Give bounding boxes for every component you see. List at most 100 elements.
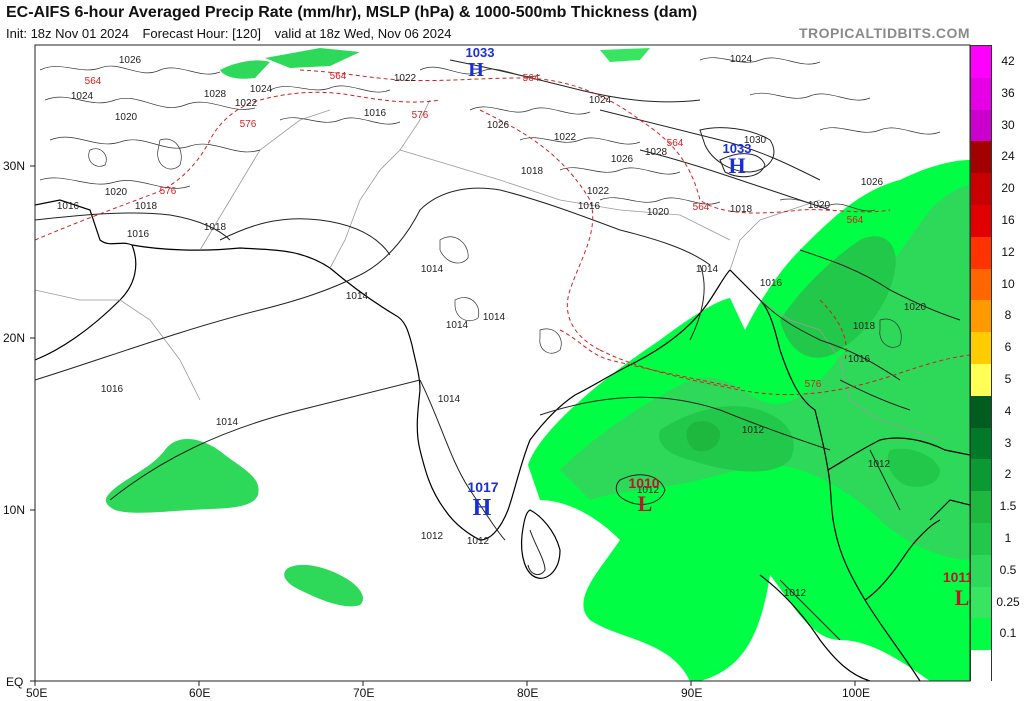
colorbar-label: 10: [1001, 276, 1015, 291]
colorbar-segment: [971, 650, 991, 683]
isobar-label: 1012: [784, 588, 807, 599]
isobar-label: 1016: [760, 278, 783, 289]
colorbar-segment: [971, 332, 991, 365]
valid-time: valid at 18z Wed, Nov 06 2024: [274, 26, 452, 41]
thickness-label-group: 564 564 564 564 564 564 576 576 576 576: [85, 71, 864, 390]
isobar-label: 1028: [645, 147, 668, 158]
thickness-label: 564: [847, 215, 864, 226]
isobar-label: 1022: [587, 186, 610, 197]
svg-text:1033: 1033: [723, 141, 752, 156]
lon-label: 90E: [681, 686, 703, 700]
colorbar-label: 1.5: [999, 499, 1017, 514]
isobar-label: 1018: [135, 201, 158, 212]
colorbar-label: 12: [1001, 244, 1015, 259]
thickness-label: 576: [805, 379, 822, 390]
terrain-isobars: [39, 57, 941, 354]
low-center-east: 1011 L: [943, 569, 974, 610]
colorbar-segment: [971, 205, 991, 238]
svg-text:H: H: [473, 495, 492, 521]
high-center-tibet: 1033 H: [723, 141, 752, 178]
isobar-label: 1022: [235, 98, 258, 109]
lat-label: 30N: [3, 159, 26, 173]
isobar-label: 1012: [742, 425, 765, 436]
lat-label: 20N: [3, 331, 26, 345]
thickness-label: 576: [240, 119, 257, 130]
colorbar-segment: [971, 427, 991, 460]
map-title: EC-AIFS 6-hour Averaged Precip Rate (mm/…: [6, 4, 698, 21]
isobar-label: 1016: [578, 201, 601, 212]
colorbar-segment: [971, 364, 991, 397]
colorbar-segment: [971, 523, 991, 556]
thickness-label: 564: [523, 73, 540, 84]
colorbar-segment: [971, 46, 991, 79]
isobar-label: 1020: [808, 200, 831, 211]
svg-text:1011: 1011: [943, 569, 974, 585]
colorbar-label: 0.5: [999, 562, 1017, 577]
precip-colorbar: [970, 45, 992, 683]
isobar-label: 1016: [57, 201, 80, 212]
isobar-label: 1016: [848, 354, 871, 365]
country-borders: [35, 99, 941, 441]
thickness-label: 564: [85, 76, 102, 87]
isobar-label: 1014: [346, 291, 369, 302]
isobar-label: 1030: [744, 135, 767, 146]
isobar-label: 1012: [421, 531, 444, 542]
isobar-label: 1022: [394, 73, 417, 84]
colorbar-label: 0.25: [996, 594, 1020, 609]
isobar-label: 1018: [730, 204, 753, 215]
colorbar-label: 42: [1001, 53, 1015, 68]
thickness-label: 564: [330, 71, 347, 82]
isobars: [35, 59, 961, 641]
colorbar-segment: [971, 77, 991, 111]
isobar-label: 1020: [904, 302, 927, 313]
svg-text:L: L: [638, 491, 653, 516]
colorbar-segment: [971, 141, 991, 174]
isobar-label: 1012: [637, 485, 660, 496]
colorbar-segment: [971, 459, 991, 492]
colorbar-label: 20: [1001, 181, 1015, 196]
isobar-label: 1014: [216, 417, 239, 428]
isobar-label: 1026: [861, 177, 884, 188]
thickness-label: 564: [693, 202, 710, 213]
isobar-label: 1024: [250, 84, 273, 95]
lon-label: 100E: [842, 686, 871, 700]
colorbar-label: 30: [1001, 117, 1015, 132]
high-center-north: 1033 H: [466, 45, 495, 81]
isobar-label: 1020: [647, 207, 670, 218]
thickness-label: 576: [412, 110, 429, 121]
isobar-label: 1026: [119, 55, 142, 66]
isobar-label: 1012: [868, 459, 891, 470]
lon-label: 80E: [517, 686, 539, 700]
forecast-hour: Forecast Hour: [120]: [142, 26, 261, 41]
colorbar-segment: [971, 109, 991, 142]
colorbar-segment: [971, 586, 991, 619]
colorbar-segment: [971, 554, 991, 588]
svg-text:H: H: [728, 153, 745, 178]
isobar-label: 1028: [204, 89, 227, 100]
isobar-label: 1018: [204, 222, 227, 233]
graticule-ticks: [30, 165, 856, 686]
colorbar-label: 24: [1001, 149, 1015, 164]
isobar-label: 1014: [446, 320, 469, 331]
site-credit: TROPICALTIDBITS.COM: [798, 25, 970, 41]
isobar-label: 1016: [364, 108, 387, 119]
isobar-label-group: 1014 1014 1014 1014 1014 1014 1014 1016 …: [57, 54, 927, 599]
isobar-label: 1020: [115, 112, 138, 123]
isobar-label: 1014: [438, 394, 461, 405]
isobar-label: 1016: [101, 384, 124, 395]
svg-text:1033: 1033: [466, 45, 495, 60]
isobar-label: 1024: [71, 91, 94, 102]
isobar-label: 1012: [467, 536, 490, 547]
svg-text:1017: 1017: [467, 479, 498, 495]
colorbar-label: 0.1: [999, 626, 1017, 641]
svg-text:L: L: [955, 585, 970, 610]
lon-label: 50E: [26, 686, 48, 700]
colorbar-label: 4: [1004, 403, 1012, 418]
isobar-label: 1026: [487, 120, 510, 131]
isobar-label: 1018: [521, 166, 544, 177]
lon-label: 70E: [353, 686, 375, 700]
colorbar-segment: [971, 236, 991, 270]
low-center-bay-of-bengal: 1010 L: [628, 475, 659, 516]
svg-text:H: H: [468, 59, 484, 81]
